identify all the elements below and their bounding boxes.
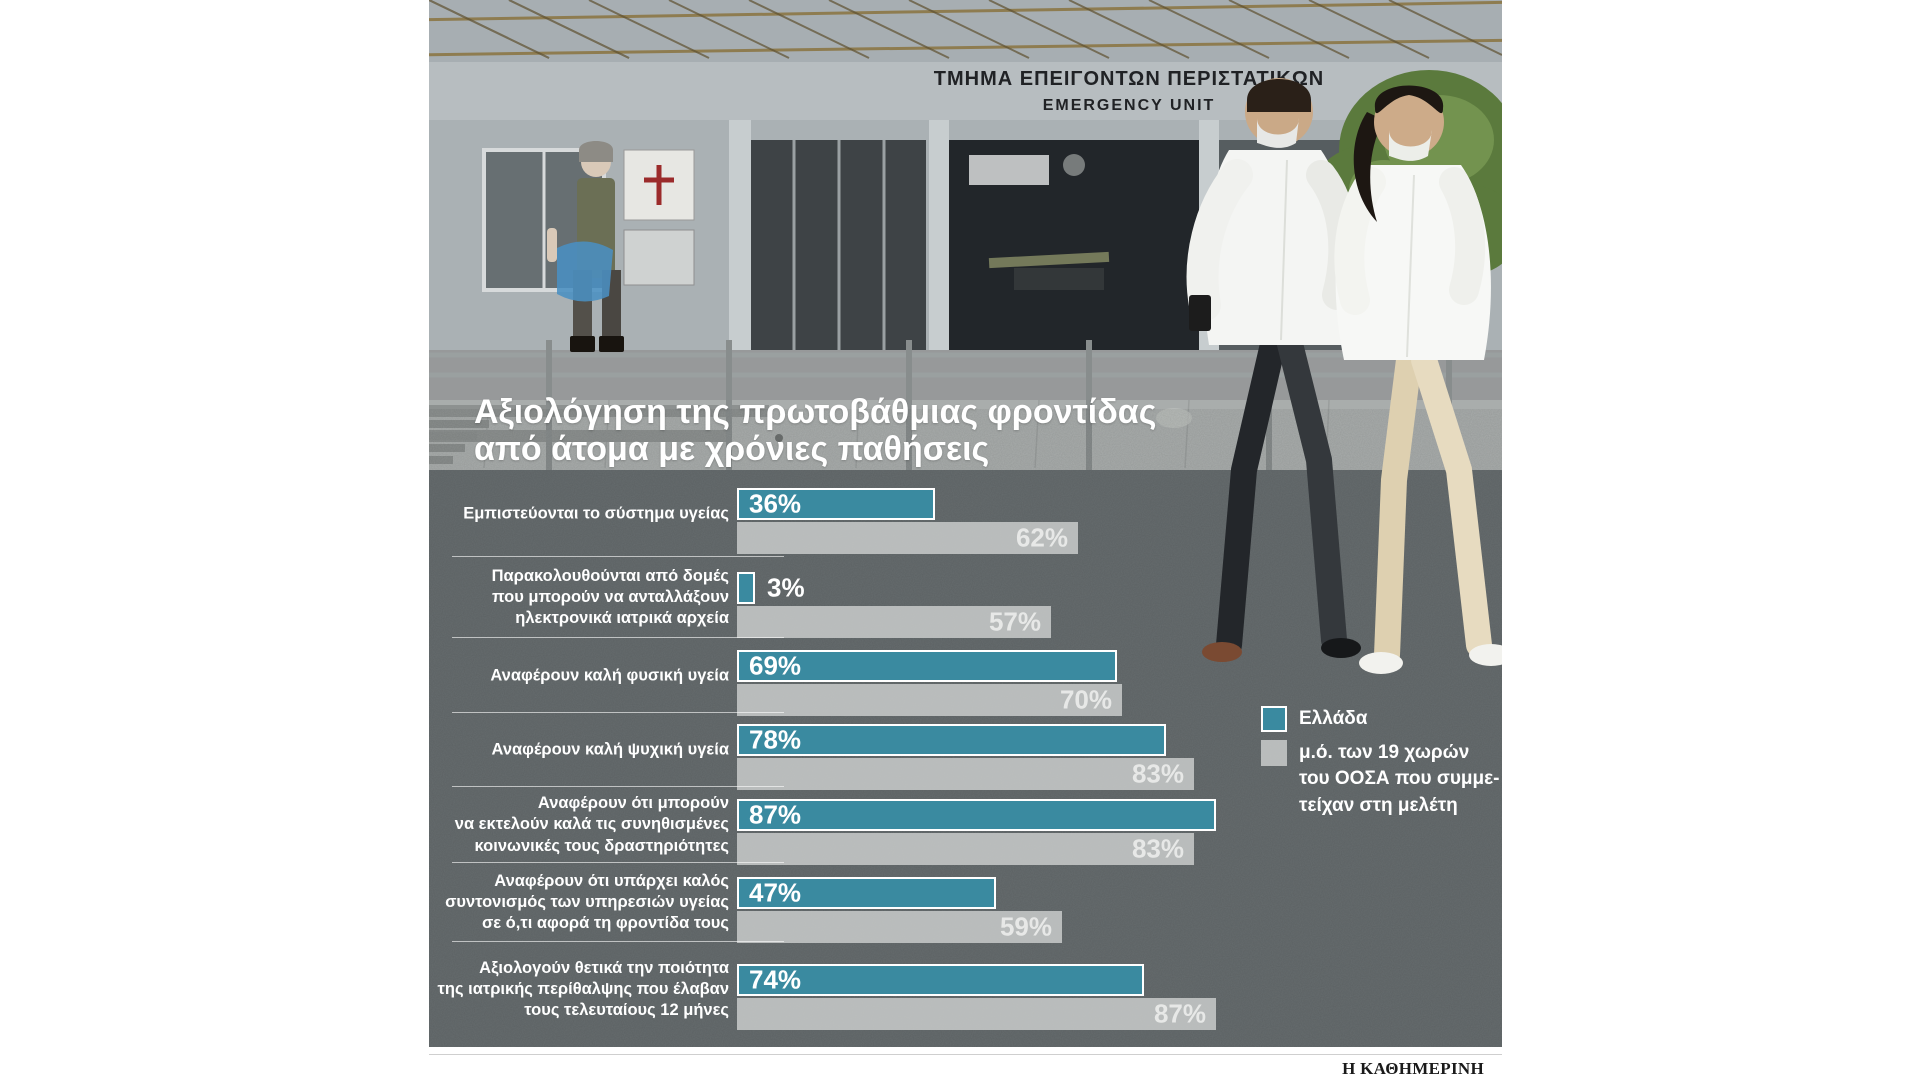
svg-text:EMERGENCY UNIT: EMERGENCY UNIT: [1043, 97, 1216, 114]
